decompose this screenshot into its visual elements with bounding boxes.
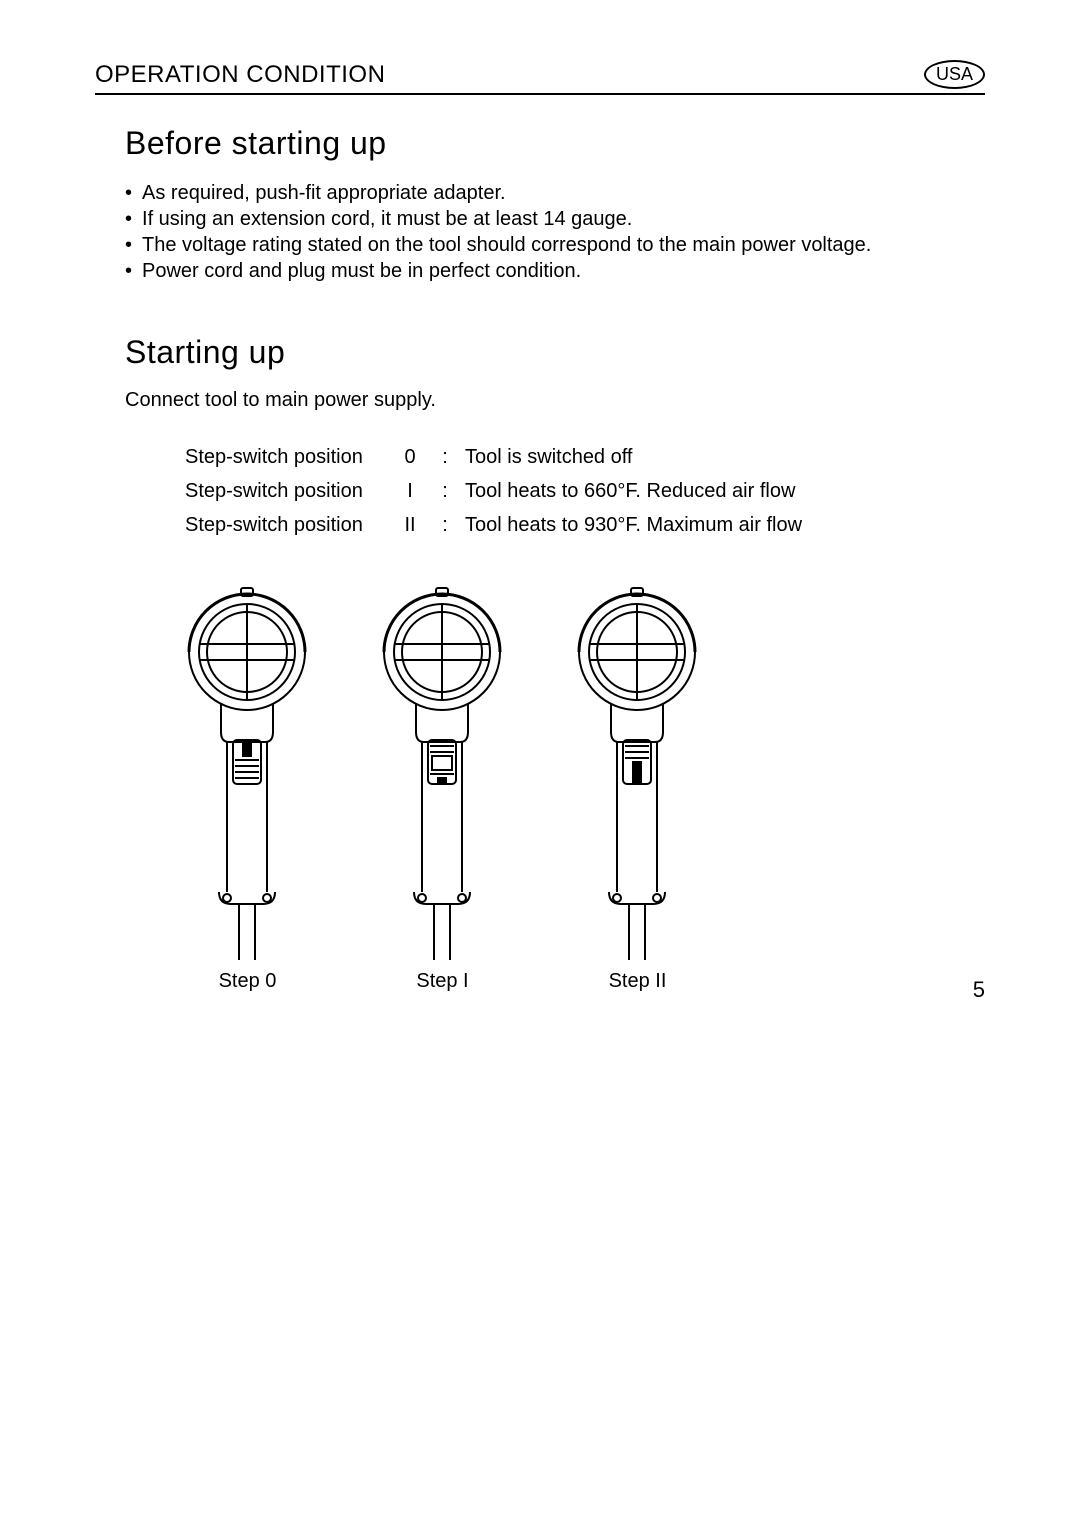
switch-desc: Tool is switched off bbox=[465, 440, 985, 474]
diagram-step-2: Step II bbox=[555, 582, 720, 993]
bullet-item: As required, push-fit appropriate adapte… bbox=[125, 180, 985, 206]
switch-row: Step-switch position II : Tool heats to … bbox=[185, 508, 985, 542]
switch-label: Step-switch position bbox=[185, 440, 395, 474]
switch-label: Step-switch position bbox=[185, 508, 395, 542]
heat-gun-icon bbox=[555, 582, 720, 962]
switch-colon: : bbox=[425, 508, 465, 542]
switch-pos: II bbox=[395, 508, 425, 542]
switch-table: Step-switch position 0 : Tool is switche… bbox=[95, 440, 985, 542]
switch-colon: : bbox=[425, 440, 465, 474]
diagram-caption: Step I bbox=[416, 970, 468, 993]
switch-row: Step-switch position I : Tool heats to 6… bbox=[185, 474, 985, 508]
section-header: OPERATION CONDITION bbox=[95, 61, 385, 89]
diagram-step-0: Step 0 bbox=[165, 582, 330, 993]
switch-desc: Tool heats to 930°F. Maximum air flow bbox=[465, 508, 985, 542]
before-bullets: As required, push-fit appropriate adapte… bbox=[95, 180, 985, 284]
diagram-step-1: Step I bbox=[360, 582, 525, 993]
heat-gun-icon bbox=[165, 582, 330, 962]
header-row: OPERATION CONDITION USA bbox=[95, 60, 985, 95]
switch-desc: Tool heats to 660°F. Reduced air flow bbox=[465, 474, 985, 508]
switch-pos: I bbox=[395, 474, 425, 508]
diagrams-row: Step 0 bbox=[95, 582, 985, 993]
diagram-caption: Step II bbox=[609, 970, 667, 993]
switch-label: Step-switch position bbox=[185, 474, 395, 508]
bullet-item: Power cord and plug must be in perfect c… bbox=[125, 258, 985, 284]
starting-intro: Connect tool to main power supply. bbox=[95, 389, 985, 412]
bullet-item: If using an extension cord, it must be a… bbox=[125, 206, 985, 232]
page: OPERATION CONDITION USA Before starting … bbox=[0, 0, 1080, 1043]
starting-heading: Starting up bbox=[95, 334, 985, 371]
diagram-caption: Step 0 bbox=[219, 970, 277, 993]
bullet-item: The voltage rating stated on the tool sh… bbox=[125, 232, 985, 258]
page-number: 5 bbox=[973, 977, 985, 1003]
heat-gun-icon bbox=[360, 582, 525, 962]
switch-colon: : bbox=[425, 474, 465, 508]
switch-row: Step-switch position 0 : Tool is switche… bbox=[185, 440, 985, 474]
switch-pos: 0 bbox=[395, 440, 425, 474]
before-heading: Before starting up bbox=[95, 125, 985, 162]
usa-badge: USA bbox=[924, 60, 985, 89]
